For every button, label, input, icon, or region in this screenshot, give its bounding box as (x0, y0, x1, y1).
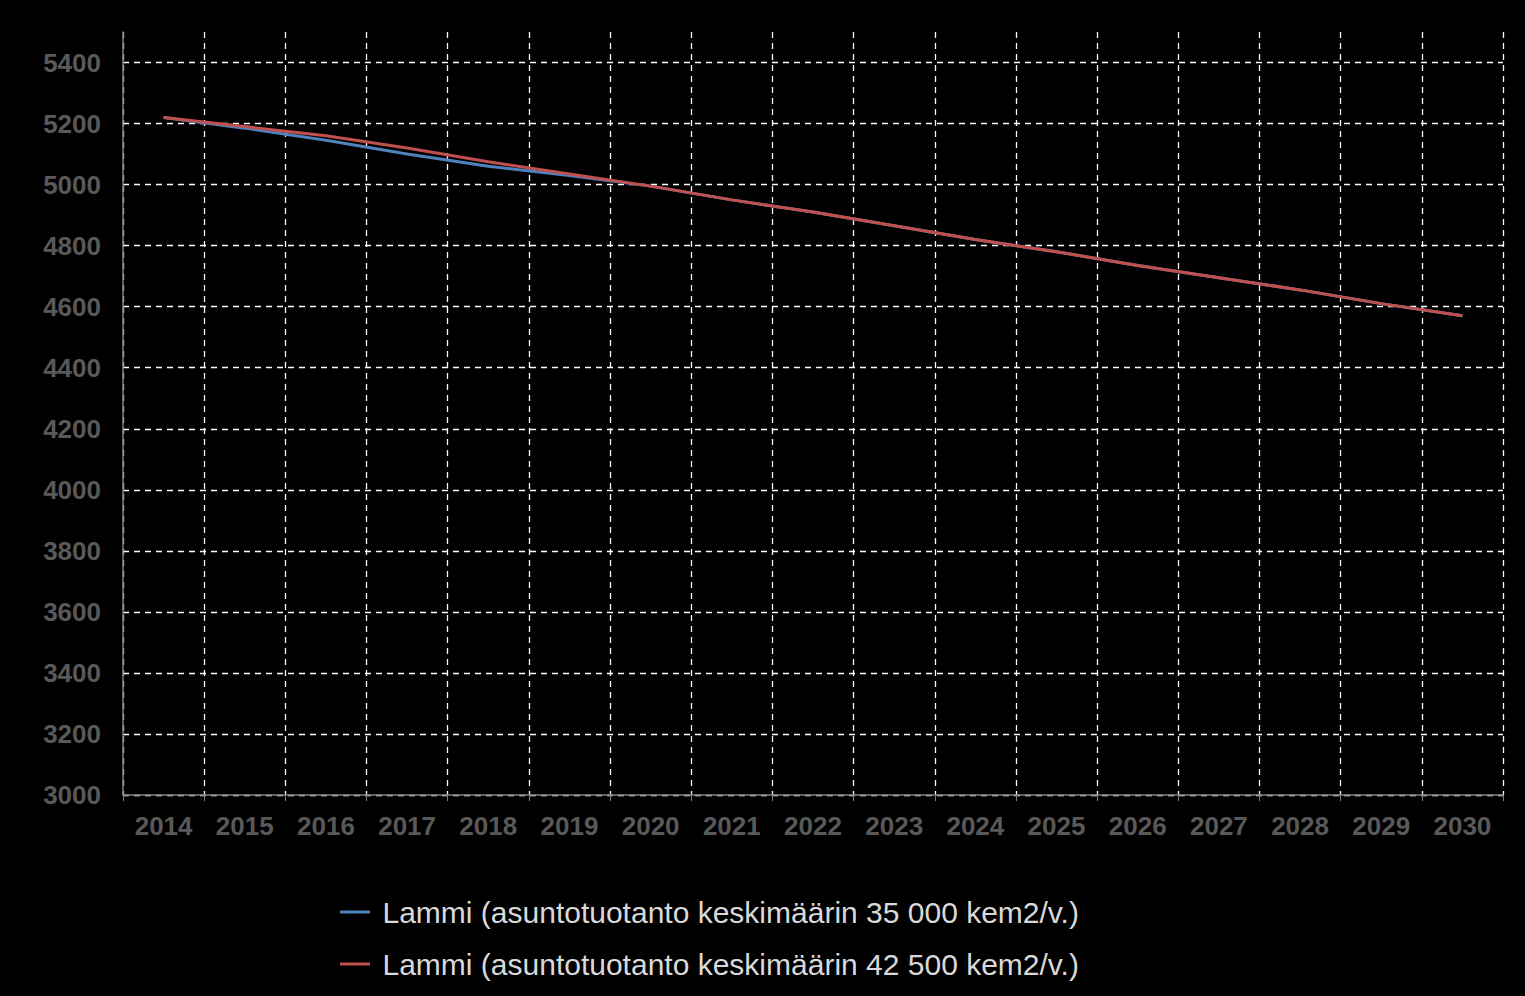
svg-text:2024: 2024 (946, 811, 1004, 841)
svg-text:4000: 4000 (43, 475, 101, 505)
svg-text:2014: 2014 (135, 811, 193, 841)
svg-text:2026: 2026 (1109, 811, 1167, 841)
svg-text:Lammi (asuntotuotanto keskimää: Lammi (asuntotuotanto keskimäärin 42 500… (383, 948, 1079, 981)
svg-text:2022: 2022 (784, 811, 842, 841)
svg-text:2017: 2017 (378, 811, 436, 841)
svg-text:2030: 2030 (1433, 811, 1491, 841)
svg-text:4200: 4200 (43, 414, 101, 444)
svg-text:3400: 3400 (43, 658, 101, 688)
svg-text:5200: 5200 (43, 109, 101, 139)
svg-text:2027: 2027 (1190, 811, 1248, 841)
svg-text:3800: 3800 (43, 536, 101, 566)
svg-text:3600: 3600 (43, 597, 101, 627)
svg-text:2023: 2023 (865, 811, 923, 841)
svg-text:4600: 4600 (43, 292, 101, 322)
svg-text:2019: 2019 (541, 811, 599, 841)
svg-text:2029: 2029 (1352, 811, 1410, 841)
svg-text:3000: 3000 (43, 780, 101, 810)
svg-text:3200: 3200 (43, 719, 101, 749)
svg-text:2018: 2018 (459, 811, 517, 841)
svg-text:4800: 4800 (43, 231, 101, 261)
svg-text:2028: 2028 (1271, 811, 1329, 841)
svg-text:2015: 2015 (216, 811, 274, 841)
svg-text:5400: 5400 (43, 48, 101, 78)
svg-text:2016: 2016 (297, 811, 355, 841)
svg-text:Lammi (asuntotuotanto keskimää: Lammi (asuntotuotanto keskimäärin 35 000… (383, 896, 1079, 929)
svg-text:5000: 5000 (43, 170, 101, 200)
svg-text:2020: 2020 (622, 811, 680, 841)
svg-text:2025: 2025 (1028, 811, 1086, 841)
svg-text:2021: 2021 (703, 811, 761, 841)
svg-text:4400: 4400 (43, 353, 101, 383)
